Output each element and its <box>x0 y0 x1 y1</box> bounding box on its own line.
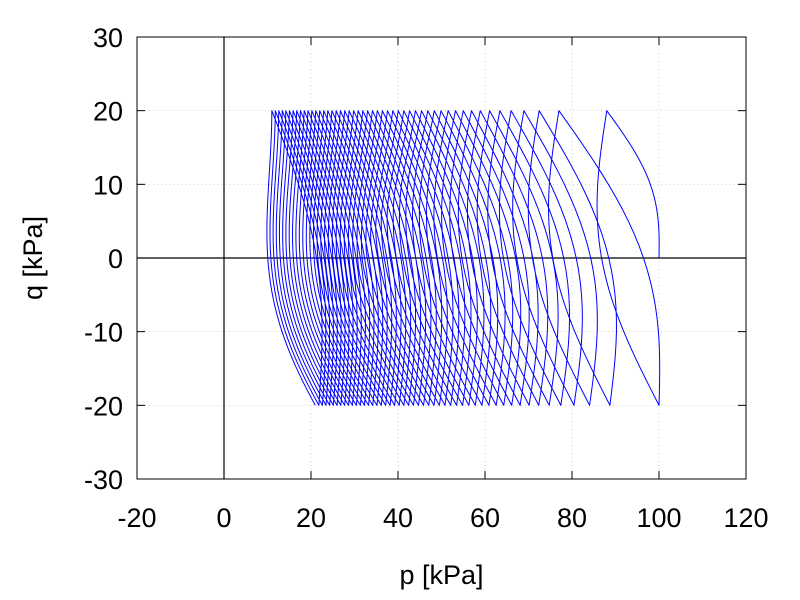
x-tick-label: 40 <box>383 503 413 533</box>
x-tick-label: 120 <box>723 503 768 533</box>
zero-axes <box>137 37 746 479</box>
x-tick-label: 100 <box>636 503 681 533</box>
y-axis-label: q [kPa] <box>18 216 48 300</box>
y-tick-label: 10 <box>93 170 123 200</box>
y-tick-label: -10 <box>84 318 123 348</box>
plot-area <box>266 110 661 406</box>
x-tick-label: 20 <box>296 503 326 533</box>
tick-labels: -20 0 20 40 60 80 100 120 -30 -20 -10 0 10 20 30 <box>84 23 769 533</box>
y-tick-label: -20 <box>84 391 123 421</box>
y-tick-label: 0 <box>108 244 123 274</box>
x-tick-label: 80 <box>557 503 587 533</box>
y-tick-label: 30 <box>93 23 123 53</box>
x-tick-label: -20 <box>117 503 156 533</box>
x-axis-label: p [kPa] <box>399 560 483 590</box>
tick-marks <box>136 36 747 480</box>
stress-path-series <box>266 110 661 406</box>
y-tick-label: -30 <box>84 465 123 495</box>
x-tick-label: 0 <box>216 503 231 533</box>
y-tick-label: 20 <box>93 97 123 127</box>
x-tick-label: 60 <box>470 503 500 533</box>
